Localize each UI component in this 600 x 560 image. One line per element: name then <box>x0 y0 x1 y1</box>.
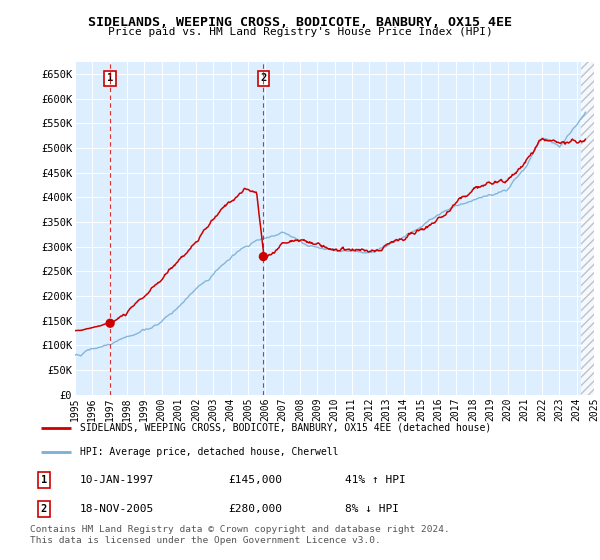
Text: £280,000: £280,000 <box>229 504 283 514</box>
Text: Price paid vs. HM Land Registry's House Price Index (HPI): Price paid vs. HM Land Registry's House … <box>107 27 493 37</box>
Text: 8% ↓ HPI: 8% ↓ HPI <box>344 504 398 514</box>
Text: HPI: Average price, detached house, Cherwell: HPI: Average price, detached house, Cher… <box>80 446 338 456</box>
Text: 18-NOV-2005: 18-NOV-2005 <box>80 504 154 514</box>
Text: 2: 2 <box>41 504 47 514</box>
Text: 1: 1 <box>107 73 113 83</box>
Point <box>106 319 115 328</box>
Text: Contains HM Land Registry data © Crown copyright and database right 2024.
This d: Contains HM Land Registry data © Crown c… <box>30 525 450 545</box>
Text: SIDELANDS, WEEPING CROSS, BODICOTE, BANBURY, OX15 4EE (detached house): SIDELANDS, WEEPING CROSS, BODICOTE, BANB… <box>80 423 491 433</box>
Text: 41% ↑ HPI: 41% ↑ HPI <box>344 475 406 485</box>
Text: 10-JAN-1997: 10-JAN-1997 <box>80 475 154 485</box>
Text: SIDELANDS, WEEPING CROSS, BODICOTE, BANBURY, OX15 4EE: SIDELANDS, WEEPING CROSS, BODICOTE, BANB… <box>88 16 512 29</box>
Text: £145,000: £145,000 <box>229 475 283 485</box>
Text: 1: 1 <box>41 475 47 485</box>
Text: 2: 2 <box>260 73 266 83</box>
Point <box>259 252 268 261</box>
